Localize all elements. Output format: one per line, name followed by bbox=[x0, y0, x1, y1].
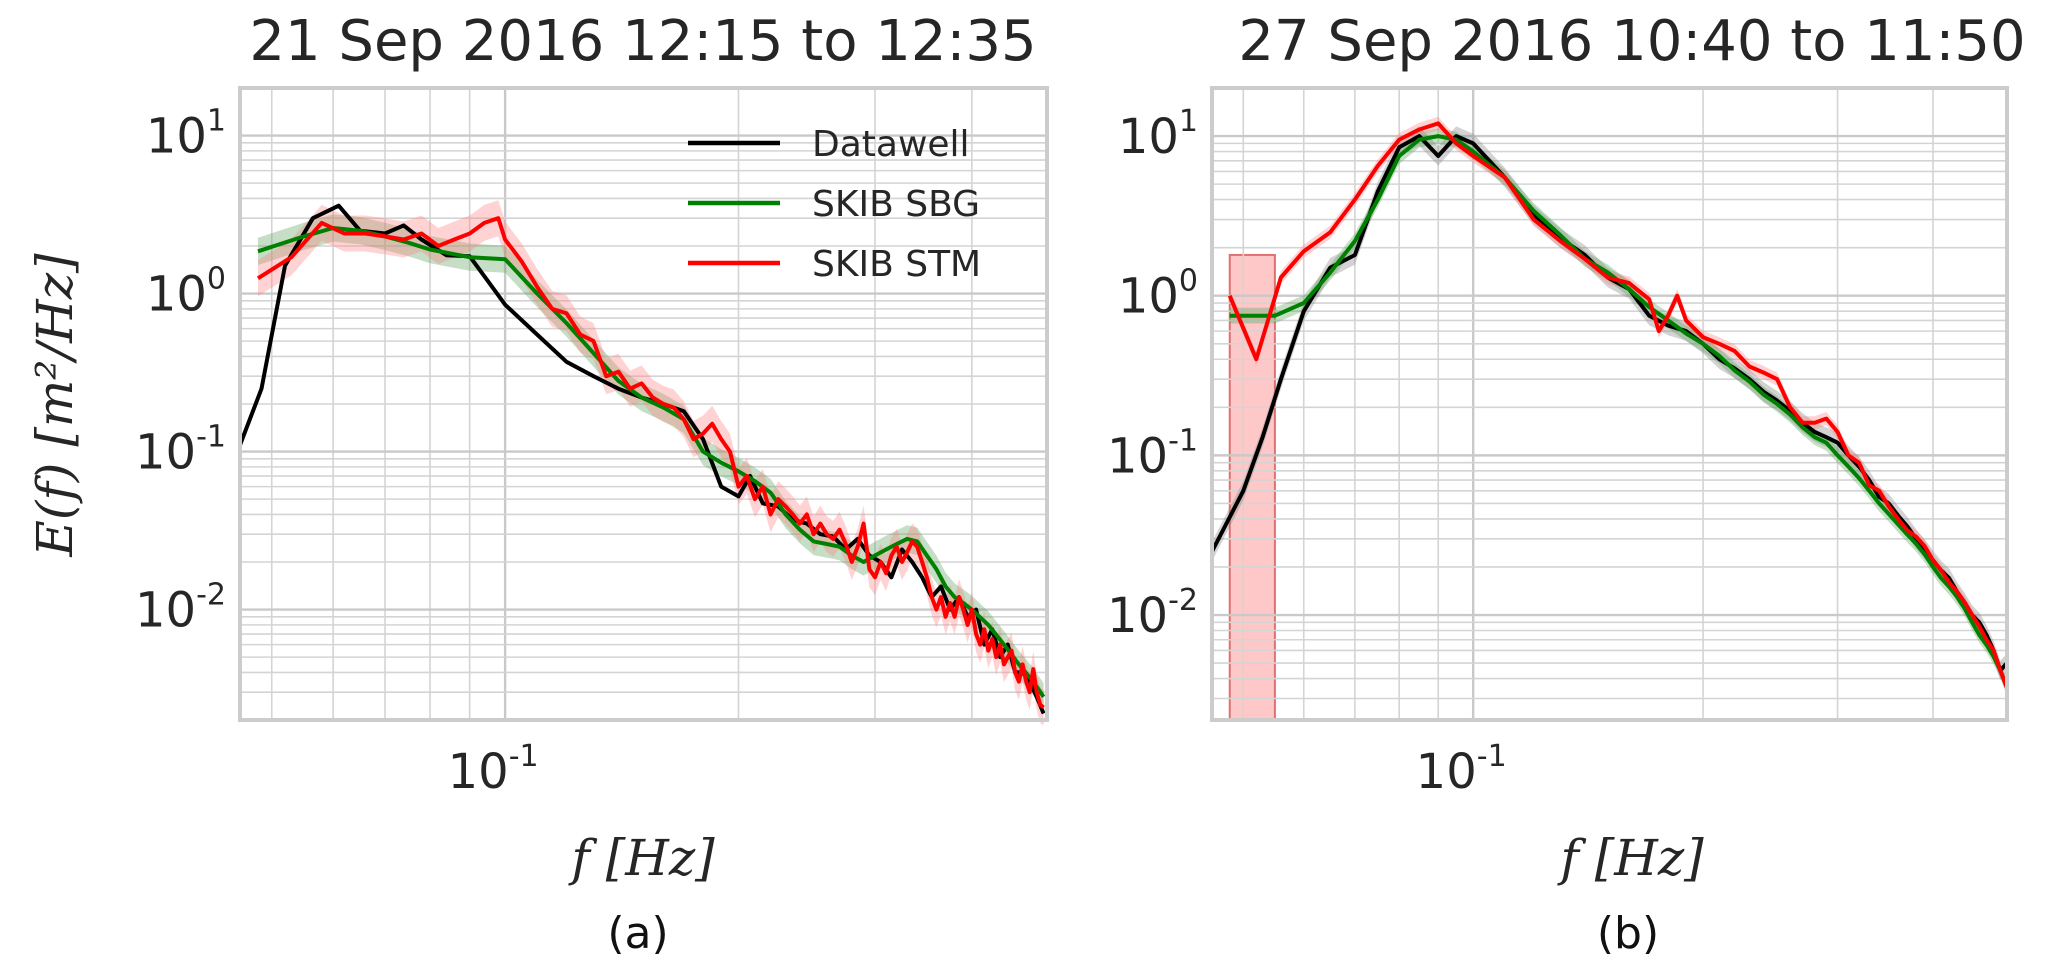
y-tick-label: 10-2 bbox=[135, 578, 226, 639]
plot-frame-b bbox=[1210, 86, 2009, 722]
band-skib-sbg bbox=[258, 214, 1044, 711]
band-datawell bbox=[1212, 126, 2007, 681]
legend-label: SKIB SBG bbox=[812, 184, 980, 225]
y-tick-label: 100 bbox=[1118, 264, 1198, 325]
shaded-region-rect bbox=[1228, 253, 1276, 721]
shaded-region-b bbox=[1228, 253, 1276, 721]
chart-panel-b: 27 Sep 2016 10:40 to 11:50 101 100 10-1 10-… bbox=[1107, 9, 2026, 959]
series-line-skib-stm bbox=[1227, 121, 2009, 689]
band-skib-stm bbox=[1229, 116, 2007, 695]
chart-panel-a: 21 Sep 2016 12:15 to 12:35 101 100 10-1 10-… bbox=[135, 9, 1049, 959]
legend: Datawell SKIB SBG SKIB STM bbox=[688, 124, 981, 285]
x-axis-label-b: f [Hz] bbox=[1556, 829, 1704, 887]
panel-label-a: (a) bbox=[607, 908, 668, 959]
x-ticks-b: 10-1 bbox=[1416, 739, 1507, 800]
lines-a bbox=[238, 203, 1046, 715]
legend-label: Datawell bbox=[812, 124, 970, 165]
bands-b bbox=[1212, 116, 2007, 696]
legend-label: SKIB STM bbox=[812, 244, 981, 285]
chart-title-b: 27 Sep 2016 10:40 to 11:50 bbox=[1238, 9, 2025, 74]
series-line-skib-sbg bbox=[257, 226, 1046, 699]
grid-a bbox=[240, 88, 1047, 720]
y-tick-label: 101 bbox=[146, 104, 226, 165]
series-line-skib-stm bbox=[256, 216, 1045, 710]
x-tick-label: 10-1 bbox=[1416, 739, 1507, 800]
series-line-skib-sbg bbox=[1229, 134, 2009, 689]
plot-frame-a bbox=[238, 86, 1049, 722]
x-axis-label-a: f [Hz] bbox=[567, 829, 715, 887]
y-ticks-b: 101 100 10-1 10-2 bbox=[1107, 104, 1198, 644]
y-tick-label: 100 bbox=[146, 262, 226, 323]
y-tick-label: 101 bbox=[1118, 104, 1198, 165]
series-line-datawell bbox=[1210, 134, 2009, 673]
chart-title-a: 21 Sep 2016 12:15 to 12:35 bbox=[249, 9, 1036, 74]
y-tick-label: 10-2 bbox=[1107, 583, 1198, 644]
y-axis-label: E(f) [m²/Hz] bbox=[26, 253, 84, 558]
y-tick-label: 10-1 bbox=[135, 420, 226, 481]
x-tick-label: 10-1 bbox=[448, 739, 539, 800]
lines-b bbox=[1210, 121, 2009, 689]
panel-label-b: (b) bbox=[1597, 908, 1659, 959]
grid-b bbox=[1212, 88, 2007, 720]
x-ticks-a: 10-1 bbox=[448, 739, 539, 800]
y-ticks-a: 101 100 10-1 10-2 bbox=[135, 104, 226, 639]
y-tick-label: 10-1 bbox=[1107, 423, 1198, 484]
